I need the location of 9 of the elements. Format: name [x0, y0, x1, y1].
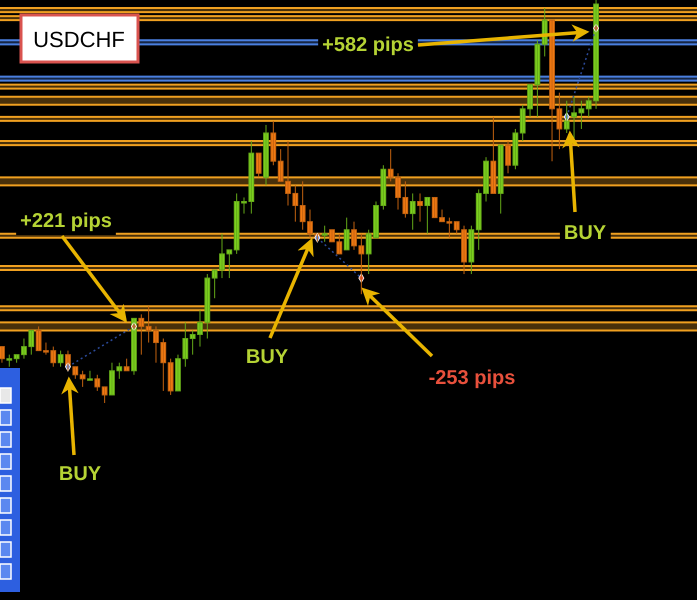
- annotation: +582 pips: [322, 34, 414, 56]
- annotation: +221 pips: [20, 210, 112, 232]
- candlestick: [87, 370, 93, 381]
- annotation: BUY: [564, 222, 607, 244]
- annotation: BUY: [246, 346, 289, 368]
- annotation: -253 pips: [428, 367, 516, 389]
- text: USDCHF: [33, 27, 125, 52]
- text: BUY: [58, 463, 102, 485]
- candlestick: [124, 358, 130, 372]
